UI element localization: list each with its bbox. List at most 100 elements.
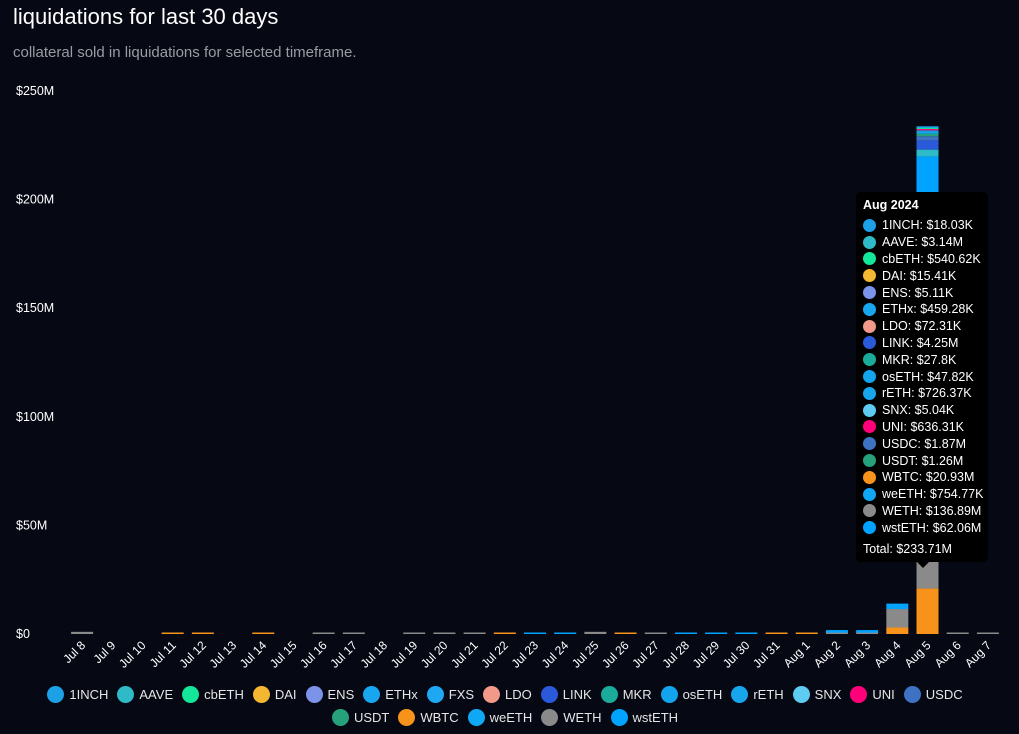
- legend-item-link[interactable]: LINK: [540, 686, 592, 703]
- bar-segment-wsteth[interactable]: [524, 632, 546, 635]
- tooltip-label: WETH: $136.89M: [882, 503, 982, 518]
- bar-segment-uni[interactable]: [916, 128, 939, 131]
- bar-segment-weth[interactable]: [946, 632, 969, 635]
- bar-segment-weth[interactable]: [71, 631, 94, 634]
- bar-segment-wsteth[interactable]: [886, 603, 909, 610]
- bar-segment-wsteth[interactable]: [705, 632, 728, 635]
- bar-segment-wsteth[interactable]: [856, 630, 879, 633]
- y-tick-label: $50M: [16, 518, 47, 532]
- bar-segment-wbtc[interactable]: [886, 627, 909, 634]
- legend-item-oseth[interactable]: osETH: [660, 686, 722, 703]
- bar-segment-ethx[interactable]: [916, 126, 939, 128]
- bar-segment-weth[interactable]: [433, 632, 456, 635]
- bar-segment-wbtc[interactable]: [765, 632, 788, 635]
- legend-item-1inch[interactable]: 1INCH: [47, 686, 108, 703]
- tooltip-row-cbeth: cbETH: $540.62K: [863, 251, 982, 268]
- liquidations-bar-chart: $0$50M$100M$150M$200M$250M Jul 8 Jul 9Jul…: [16, 84, 999, 671]
- bar-segment-wsteth[interactable]: [735, 632, 758, 635]
- bar-segment-link[interactable]: [916, 140, 939, 150]
- x-tick-label: Jul 19: [388, 638, 421, 671]
- legend-item-ldo[interactable]: LDO: [483, 686, 532, 703]
- tooltip-row-usdc: USDC: $1.87M: [863, 435, 982, 452]
- tooltip-swatch: [863, 470, 876, 484]
- tooltip-swatch: [863, 370, 876, 384]
- bar-segment-weth[interactable]: [976, 632, 999, 635]
- tooltip-title: Aug 2024: [863, 198, 919, 212]
- legend-label: weETH: [489, 710, 533, 725]
- legend-item-uni[interactable]: UNI: [850, 686, 895, 703]
- legend-swatch: [541, 709, 559, 726]
- bar-segment-wsteth[interactable]: [825, 630, 848, 633]
- tooltip-row-oseth: osETH: $47.82K: [863, 368, 982, 385]
- legend-label: cbETH: [204, 687, 244, 702]
- tooltip-swatch: [863, 420, 876, 434]
- legend-item-ethx[interactable]: ETHx: [363, 686, 418, 703]
- bar-segment-usdc[interactable]: [916, 136, 939, 141]
- bar-segment-wbtc[interactable]: [614, 632, 637, 635]
- tooltip-label: DAI: $15.41K: [882, 268, 957, 283]
- legend-item-aave[interactable]: AAVE: [117, 686, 173, 703]
- x-tick-label: Jul 29: [690, 638, 723, 671]
- x-tick-label: Aug 2: [811, 638, 843, 670]
- legend-item-usdt[interactable]: USDT: [331, 709, 390, 726]
- x-tick-label: Jul 27: [629, 638, 662, 671]
- legend-item-mkr[interactable]: MKR: [600, 686, 652, 703]
- tooltip-row-dai: DAI: $15.41K: [863, 267, 982, 284]
- y-tick-label: $100M: [16, 410, 54, 424]
- legend-item-ens[interactable]: ENS: [305, 686, 354, 703]
- bar-segment-reth[interactable]: [916, 130, 939, 132]
- legend-item-reth[interactable]: rETH: [731, 686, 784, 703]
- tooltip-label: SNX: $5.04K: [882, 403, 955, 418]
- x-tick-label: Jul 28: [660, 638, 693, 671]
- x-tick-label: Jul 24: [539, 638, 572, 671]
- legend-item-weeth[interactable]: weETH: [467, 709, 533, 726]
- tooltip-row-ldo: LDO: $72.31K: [863, 318, 982, 335]
- tooltip-swatch: [863, 437, 876, 451]
- x-tick-label: Jul 17: [327, 638, 360, 671]
- x-tick-label: Jul 8: [60, 638, 88, 666]
- x-tick-label: Jul 20: [418, 638, 451, 671]
- bar-segment-weth[interactable]: [856, 632, 879, 635]
- bar-segment-wsteth[interactable]: [674, 632, 697, 635]
- bar-segment-cbeth[interactable]: [916, 127, 939, 129]
- legend-item-weth[interactable]: WETH: [541, 709, 602, 726]
- legend-item-cbeth[interactable]: cbETH: [182, 686, 244, 703]
- legend-swatch: [850, 686, 868, 703]
- legend-swatch: [305, 686, 323, 703]
- tooltip-swatch: [863, 235, 876, 249]
- legend-item-fxs[interactable]: FXS: [426, 686, 474, 703]
- tooltip-swatch: [863, 454, 876, 468]
- bar-segment-wbtc[interactable]: [191, 632, 214, 635]
- bar-segment-weth[interactable]: [463, 632, 486, 635]
- bar-segment-weth[interactable]: [342, 632, 365, 635]
- bar-segment-wbtc[interactable]: [161, 632, 184, 635]
- legend-item-wbtc[interactable]: WBTC: [398, 709, 459, 726]
- bar-segment-usdt[interactable]: [916, 133, 939, 137]
- tooltip-swatch: [863, 319, 876, 333]
- bar-segment-wsteth[interactable]: [554, 632, 577, 635]
- x-tick-label: Jul 9: [91, 638, 119, 666]
- bar-segment-weth[interactable]: [403, 632, 426, 635]
- bar-segment-weth[interactable]: [644, 632, 667, 635]
- bar-segment-weth[interactable]: [825, 632, 848, 635]
- legend-label: USDT: [353, 710, 390, 725]
- bar-segment-wbtc[interactable]: [795, 632, 818, 635]
- bar-segment-wbtc[interactable]: [252, 632, 275, 635]
- tooltip-row-ethx: ETHx: $459.28K: [863, 301, 982, 318]
- bar-segment-wbtc[interactable]: [916, 588, 939, 634]
- bar-segment-weth[interactable]: [312, 632, 335, 635]
- bar-segment-weth[interactable]: [584, 631, 607, 634]
- legend-item-snx[interactable]: SNX: [792, 686, 841, 703]
- page-subtitle: collateral sold in liquidations for sele…: [13, 44, 357, 61]
- tooltip-row-1inch: 1INCH: $18.03K: [863, 217, 982, 234]
- legend-item-dai[interactable]: DAI: [252, 686, 297, 703]
- bar-segment-wbtc[interactable]: [493, 632, 516, 635]
- legend-label: UNI: [872, 687, 895, 702]
- legend-item-wsteth[interactable]: wstETH: [610, 709, 678, 726]
- legend-label: rETH: [753, 687, 784, 702]
- bar-segment-aave[interactable]: [916, 149, 939, 157]
- tooltip-swatch: [863, 353, 876, 367]
- legend-item-usdc[interactable]: USDC: [903, 686, 963, 703]
- bar-segment-weth[interactable]: [886, 609, 909, 628]
- bar-segment-weeth[interactable]: [916, 131, 939, 134]
